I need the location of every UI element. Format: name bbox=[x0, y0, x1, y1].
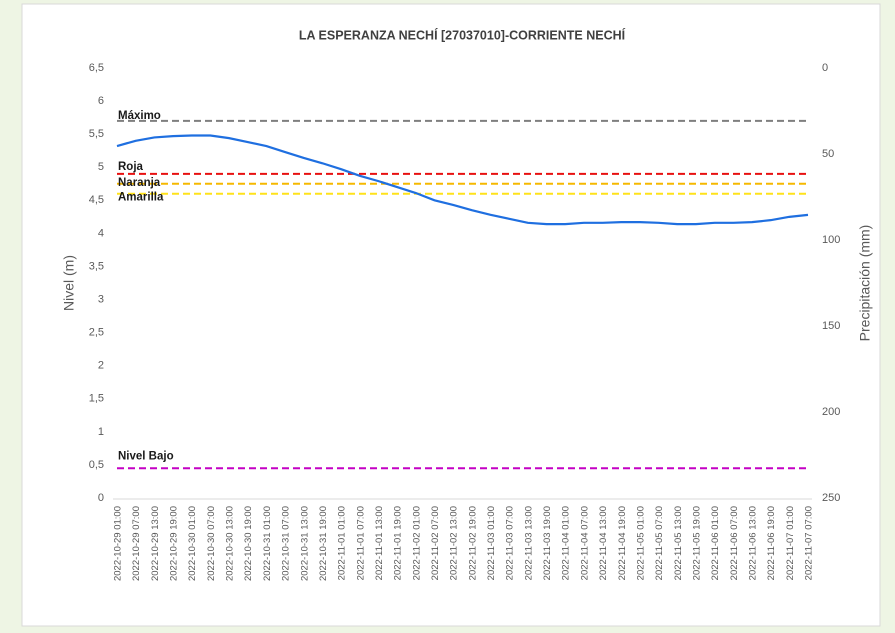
x-tick-label: 2022-10-29 01:00 bbox=[113, 506, 124, 581]
x-tick-label: 2022-10-31 01:00 bbox=[262, 506, 273, 581]
x-tick-label: 2022-11-02 07:00 bbox=[430, 506, 441, 580]
y-tick-label: 2,5 bbox=[89, 327, 104, 339]
x-tick-label: 2022-10-30 07:00 bbox=[206, 506, 217, 581]
x-tick-label: 2022-10-31 07:00 bbox=[281, 506, 292, 581]
x-tick-label: 2022-11-04 01:00 bbox=[561, 506, 572, 580]
y2-tick-label: 50 bbox=[822, 148, 834, 160]
x-tick-label: 2022-10-29 07:00 bbox=[131, 506, 142, 581]
y-axis-label: Nivel (m) bbox=[61, 255, 77, 311]
y-tick-label: 4 bbox=[98, 227, 104, 239]
y-tick-label: 6 bbox=[98, 95, 104, 107]
y-tick-label: 3,5 bbox=[89, 260, 104, 272]
y-tick-label: 0,5 bbox=[89, 459, 104, 471]
x-tick-label: 2022-11-02 01:00 bbox=[411, 506, 422, 580]
x-tick-label: 2022-11-02 13:00 bbox=[449, 506, 460, 580]
x-tick-label: 2022-11-05 01:00 bbox=[635, 506, 646, 580]
x-tick-label: 2022-10-30 13:00 bbox=[225, 506, 236, 581]
y-tick-label: 6,5 bbox=[89, 62, 104, 74]
chart-panel bbox=[21, 3, 881, 627]
x-tick-label: 2022-11-03 01:00 bbox=[486, 506, 497, 580]
x-tick-label: 2022-10-31 13:00 bbox=[299, 506, 310, 581]
threshold-label: Nivel Bajo bbox=[118, 450, 174, 462]
threshold-label: Máximo bbox=[118, 110, 161, 122]
x-tick-label: 2022-11-05 07:00 bbox=[654, 506, 665, 580]
x-tick-label: 2022-11-01 01:00 bbox=[337, 506, 348, 580]
y-tick-label: 2 bbox=[98, 360, 104, 372]
threshold-label: Amarilla bbox=[118, 192, 164, 204]
x-tick-label: 2022-11-03 19:00 bbox=[542, 506, 553, 580]
x-tick-label: 2022-10-29 13:00 bbox=[150, 506, 161, 581]
x-tick-label: 2022-11-03 13:00 bbox=[523, 506, 534, 580]
x-tick-label: 2022-11-06 07:00 bbox=[729, 506, 740, 580]
x-tick-label: 2022-11-02 19:00 bbox=[467, 506, 478, 580]
x-tick-label: 2022-11-01 19:00 bbox=[393, 506, 404, 580]
x-tick-label: 2022-11-07 07:00 bbox=[804, 506, 815, 580]
y-tick-label: 1,5 bbox=[89, 393, 104, 405]
x-tick-label: 2022-11-04 13:00 bbox=[598, 506, 609, 580]
x-tick-label: 2022-11-05 19:00 bbox=[691, 506, 702, 580]
level-line bbox=[116, 134, 809, 226]
x-tick-label: 2022-10-29 19:00 bbox=[169, 506, 180, 581]
x-tick-label: 2022-11-03 07:00 bbox=[505, 506, 516, 580]
y-tick-label: 1 bbox=[98, 426, 104, 438]
x-tick-label: 2022-11-01 13:00 bbox=[374, 506, 385, 580]
x-tick-label: 2022-11-07 01:00 bbox=[785, 506, 796, 580]
x-tick-label: 2022-10-30 01:00 bbox=[187, 506, 198, 581]
threshold-label: Naranja bbox=[118, 177, 161, 189]
x-tick-label: 2022-11-06 01:00 bbox=[710, 506, 721, 580]
x-tick-label: 2022-10-30 19:00 bbox=[243, 506, 254, 581]
x-tick-label: 2022-11-04 19:00 bbox=[617, 506, 628, 580]
y-tick-label: 3 bbox=[98, 293, 104, 305]
y-tick-label: 5 bbox=[98, 161, 104, 173]
x-tick-label: 2022-11-05 13:00 bbox=[673, 506, 684, 580]
y2-tick-label: 100 bbox=[822, 234, 840, 246]
y-tick-label: 5,5 bbox=[89, 128, 104, 140]
y2-tick-label: 200 bbox=[822, 406, 840, 418]
threshold-label: Roja bbox=[118, 161, 144, 173]
y2-tick-label: 250 bbox=[822, 492, 840, 504]
y2-tick-label: 150 bbox=[822, 320, 840, 332]
y-tick-label: 0 bbox=[98, 492, 104, 504]
x-tick-label: 2022-10-31 19:00 bbox=[318, 506, 329, 581]
y-tick-label: 4,5 bbox=[89, 194, 104, 206]
x-tick-label: 2022-11-01 07:00 bbox=[355, 506, 366, 580]
x-tick-label: 2022-11-06 19:00 bbox=[766, 506, 777, 580]
x-tick-label: 2022-11-04 07:00 bbox=[579, 506, 590, 580]
chart-title: LA ESPERANZA NECHÍ [27037010]-CORRIENTE … bbox=[299, 27, 626, 42]
x-tick-label: 2022-11-06 13:00 bbox=[747, 506, 758, 580]
y2-axis-label: Precipitación (mm) bbox=[857, 225, 873, 342]
y2-tick-label: 0 bbox=[822, 62, 828, 74]
